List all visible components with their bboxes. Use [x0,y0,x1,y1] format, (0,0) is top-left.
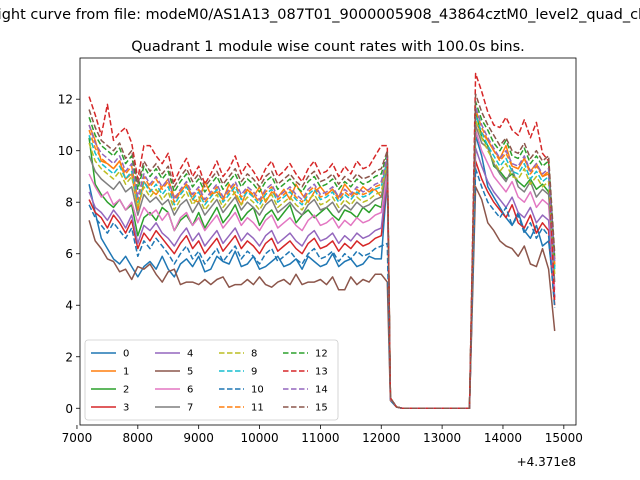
figure-suptitle: Plot of light curve from file: modeM0/AS… [0,7,640,23]
legend-label-9: 9 [251,367,257,378]
x-tick-label: 9000 [183,431,214,445]
y-tick-label: 4 [65,299,73,313]
legend-label-5: 5 [187,367,193,378]
y-tick-label: 6 [65,247,73,261]
series-layer [88,72,556,410]
series-line-0 [88,134,556,410]
legend-label-1: 1 [123,367,129,378]
y-tick-label: 10 [58,144,73,158]
x-tick-label: 12000 [362,431,400,445]
legend-label-0: 0 [123,349,129,360]
legend-label-11: 11 [251,403,264,414]
legend-label-2: 2 [123,385,129,396]
y-axis: 0 2 4 6 8 10 12 [58,93,80,416]
legend-label-4: 4 [187,349,193,360]
legend-box [84,339,339,421]
legend-label-8: 8 [251,349,257,360]
x-tick-label: 10000 [240,431,278,445]
series-line-14 [88,106,556,410]
legend-label-15: 15 [315,403,328,414]
y-tick-label: 2 [65,350,73,364]
legend-label-13: 13 [315,367,328,378]
series-line-4 [88,147,556,410]
legend-label-10: 10 [251,385,264,396]
series-line-8 [88,119,556,410]
series-line-15 [88,93,556,410]
x-tick-label: 14000 [484,431,522,445]
legend-label-14: 14 [315,385,328,396]
series-line-10 [88,167,556,410]
series-line-7 [88,124,556,410]
series-line-3 [88,160,556,410]
chart-title: Quadrant 1 module wise count rates with … [131,39,525,55]
series-line-6 [88,129,556,410]
x-tick-label: 13000 [423,431,461,445]
x-tick-label: 7000 [62,431,93,445]
axes-frame [79,57,577,426]
y-tick-label: 8 [65,196,73,210]
legend-label-7: 7 [187,403,193,414]
series-line-5 [88,186,556,410]
y-tick-label: 0 [65,402,73,416]
legend-label-6: 6 [187,385,193,396]
x-tick-label: 11000 [301,431,339,445]
y-tick-label: 12 [58,93,73,107]
series-line-12 [88,101,556,410]
legend-label-12: 12 [315,349,328,360]
series-line-9 [88,113,556,410]
x-tick-label: 8000 [123,431,154,445]
x-offset-label: +4.371e8 [517,455,576,469]
x-tick-label: 15000 [545,431,583,445]
x-axis: 7000 8000 9000 10000 11000 12000 13000 14000 150… [62,425,583,445]
series-line-11 [88,108,556,410]
legend-label-3: 3 [123,403,129,414]
series-line-13 [88,72,556,410]
